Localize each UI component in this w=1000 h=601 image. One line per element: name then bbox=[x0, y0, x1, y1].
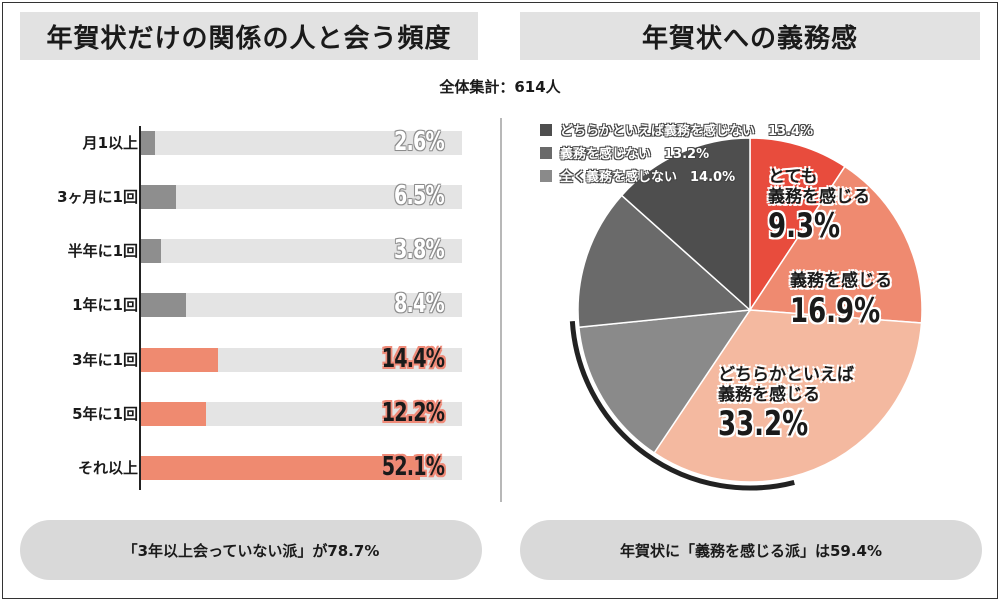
bar-category-label: 月1以上 bbox=[82, 134, 138, 152]
bar-category-label: 3ヶ月に1回 bbox=[57, 188, 138, 206]
bar-row: 半年に1回 3.8% bbox=[20, 235, 462, 265]
pie-slice bbox=[653, 309, 923, 483]
bar-value-label: 14.4% bbox=[381, 344, 445, 374]
bar-value-label: 8.4% bbox=[394, 289, 445, 319]
pie-slice-value: 9.3% bbox=[768, 206, 841, 247]
pie-slice-name: どちらかといえば bbox=[718, 365, 854, 385]
pie-slice-name: とても bbox=[768, 167, 818, 187]
bar-value-label: 2.6% bbox=[394, 127, 445, 157]
right-chart-title: 年賀状への義務感 bbox=[520, 12, 980, 60]
bar-row: 3ヶ月に1回 6.5% bbox=[20, 181, 462, 211]
pie-slice bbox=[578, 309, 752, 454]
bar bbox=[141, 456, 420, 480]
pie-slice bbox=[749, 137, 846, 313]
bar-row: それ以上 52.1% bbox=[20, 452, 462, 482]
bar-value-label: 3.8% bbox=[394, 235, 445, 265]
legend-item: どちらかといえば義務を感じない 13.4% bbox=[540, 120, 813, 139]
total-respondents: 全体集計：614人 bbox=[439, 78, 561, 96]
pie-slice-value: 16.9% bbox=[790, 290, 881, 331]
bar bbox=[141, 293, 186, 317]
pie-slice bbox=[577, 194, 752, 329]
left-chart-title: 年賀状だけの関係の人と会う頻度 bbox=[20, 12, 478, 60]
bar-row: 3年に1回 14.4% bbox=[20, 344, 462, 374]
bar-row: 1年に1回 8.4% bbox=[20, 289, 462, 319]
right-summary-banner: 年賀状に「義務を感じる派」は59.4% bbox=[520, 520, 982, 580]
bar-category-label: 5年に1回 bbox=[72, 405, 138, 423]
pie-slice-label: とても 義務を感じる 9.3% bbox=[768, 167, 870, 247]
bar-category-label: 半年に1回 bbox=[67, 242, 138, 260]
legend-swatch bbox=[540, 123, 552, 136]
pie-slice-name: 義務を感じる bbox=[718, 384, 820, 405]
bar-chart-axis bbox=[139, 126, 141, 490]
pie-slice-value: 33.2% bbox=[718, 404, 809, 445]
bar-value-label: 12.2% bbox=[381, 398, 445, 428]
pie-slice-name: 義務を感じる bbox=[768, 186, 870, 207]
bar-row: 5年に1回 12.2% bbox=[20, 398, 462, 428]
bar-category-label: それ以上 bbox=[77, 459, 138, 477]
pie-slice-name: 義務を感じる bbox=[790, 271, 892, 291]
legend-label: 義務を感じない 13.2% bbox=[560, 147, 710, 162]
legend-label: どちらかといえば義務を感じない 13.4% bbox=[560, 124, 814, 139]
bar-track bbox=[141, 185, 462, 209]
bar bbox=[141, 348, 219, 372]
legend-item: 全く義務を感じない 14.0% bbox=[540, 166, 735, 185]
center-divider bbox=[500, 118, 502, 502]
pie-slice-label: どちらかといえば 義務を感じる 33.2% bbox=[718, 365, 854, 445]
pie-slice bbox=[748, 165, 923, 324]
bar-track bbox=[141, 131, 462, 155]
bar-category-label: 1年に1回 bbox=[72, 296, 138, 314]
legend-swatch bbox=[540, 169, 552, 182]
bar bbox=[141, 239, 162, 263]
bar-track bbox=[141, 239, 462, 263]
bar-value-label: 6.5% bbox=[394, 181, 445, 211]
pie-outline-accent bbox=[569, 321, 795, 491]
bar-track bbox=[141, 293, 462, 317]
bar-value-label: 52.1% bbox=[381, 452, 445, 482]
bar bbox=[141, 185, 176, 209]
legend-swatch bbox=[540, 146, 552, 159]
bar bbox=[141, 402, 207, 426]
left-summary-banner: 「3年以上会っていない派」が78.7% bbox=[20, 520, 482, 580]
legend-label: 全く義務を感じない 14.0% bbox=[560, 170, 736, 185]
pie-slice bbox=[620, 137, 751, 312]
bar-row: 月1以上 2.6% bbox=[20, 127, 462, 157]
bar bbox=[141, 131, 155, 155]
bar-category-label: 3年に1回 bbox=[72, 351, 138, 369]
legend-item: 義務を感じない 13.2% bbox=[540, 143, 709, 162]
pie-slice-label: 義務を感じる 16.9% bbox=[790, 271, 896, 331]
